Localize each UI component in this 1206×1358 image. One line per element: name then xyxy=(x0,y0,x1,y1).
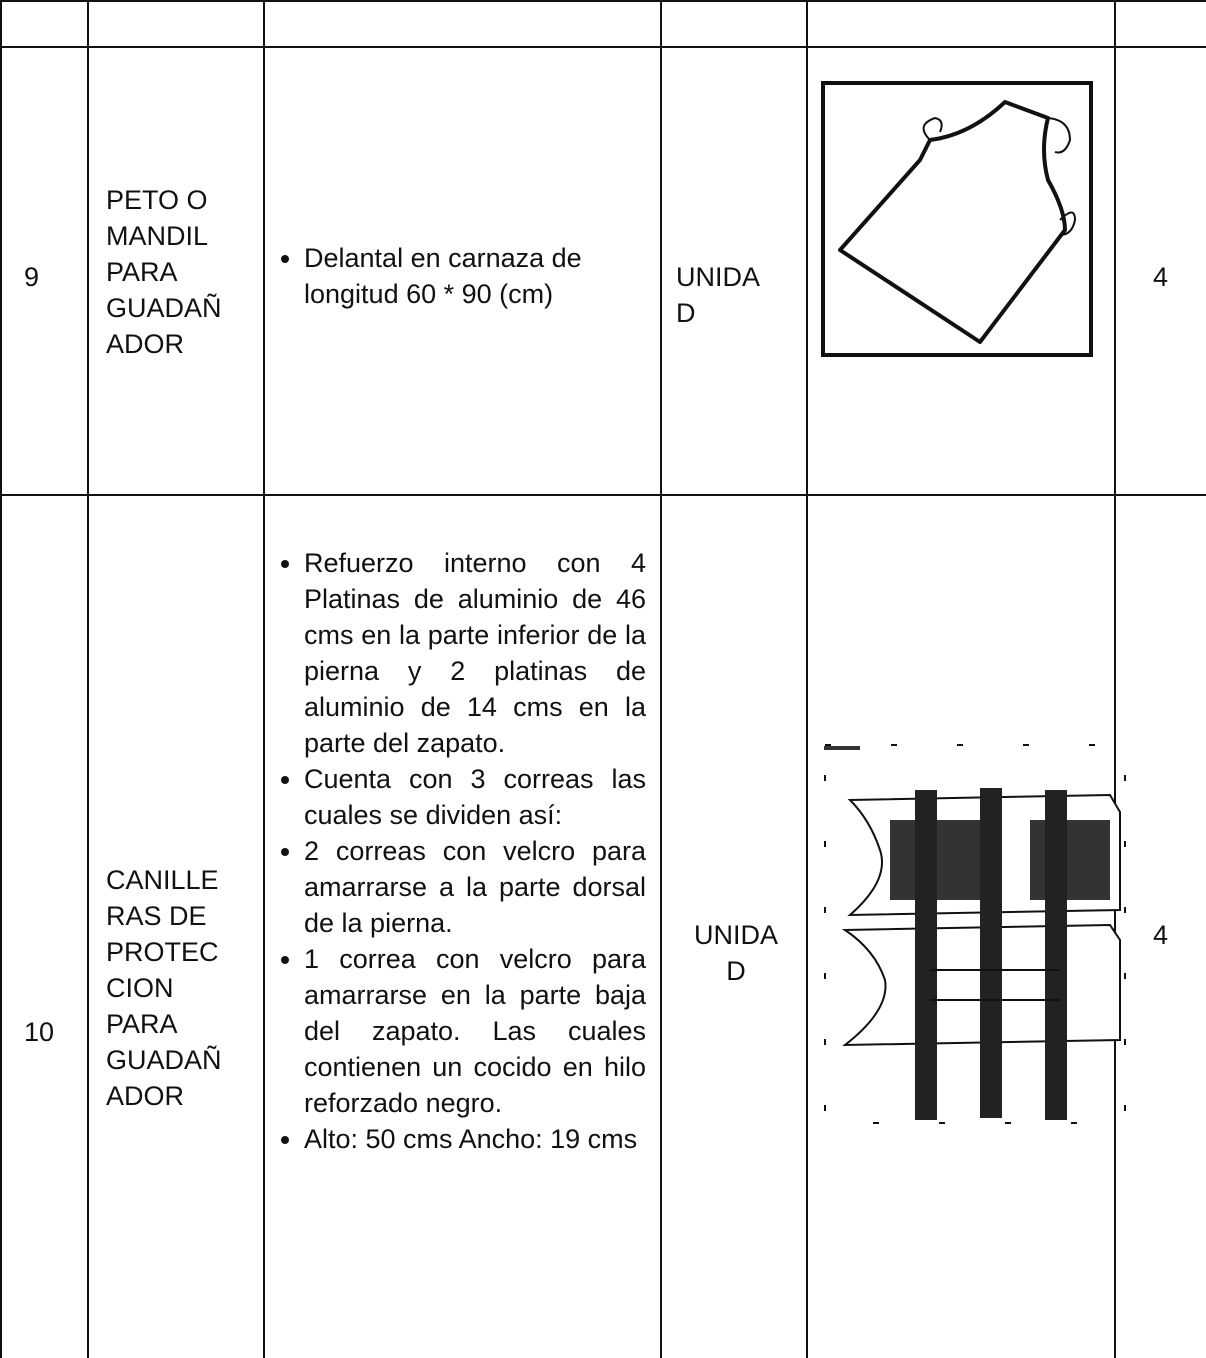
unit: UNIDA D xyxy=(684,917,788,989)
item-line: RAS DE xyxy=(106,901,207,931)
bullet: Refuerzo interno con 4 Platinas de alumi… xyxy=(304,545,646,761)
item-line: MANDIL xyxy=(106,221,209,251)
item-line: PARA xyxy=(106,257,178,287)
unit: UNIDA D xyxy=(676,259,760,331)
unit-line: D xyxy=(676,298,696,328)
item-name: CANILLE RAS DE PROTEC CION PARA GUADAÑ ADOR xyxy=(106,862,222,1114)
item-line: GUADAÑ xyxy=(106,293,222,323)
item-line: PETO O xyxy=(106,185,208,215)
v-rule xyxy=(0,0,2,1358)
apron-image xyxy=(821,81,1093,357)
item-name: PETO O MANDIL PARA GUADAÑ ADOR xyxy=(106,182,222,362)
h-rule xyxy=(0,494,1206,496)
description: Delantal en carnaza de longitud 60 * 90 … xyxy=(272,240,642,312)
v-rule xyxy=(263,0,265,1358)
unit-line: UNIDA xyxy=(693,920,778,950)
description: Refuerzo interno con 4 Platinas de alumi… xyxy=(272,545,646,1157)
shin-guard-image xyxy=(824,744,1126,1124)
item-line: ADOR xyxy=(106,329,185,359)
unit-line: UNIDA xyxy=(676,262,761,292)
item-line: PROTEC xyxy=(106,937,219,967)
bullet: 1 correa con velcro para amarrarse en la… xyxy=(304,941,646,1121)
v-rule xyxy=(806,0,808,1358)
item-line: CION xyxy=(106,973,174,1003)
h-rule xyxy=(0,0,1206,2)
item-line: PARA xyxy=(106,1009,178,1039)
row-number: 10 xyxy=(24,1017,55,1047)
item-line: CANILLE xyxy=(106,865,219,895)
item-line: GUADAÑ xyxy=(106,1045,222,1075)
bullet: Alto: 50 cms Ancho: 19 cms xyxy=(304,1121,646,1157)
quantity: 4 xyxy=(1153,920,1169,950)
v-rule xyxy=(1114,0,1116,1358)
h-rule xyxy=(0,46,1206,48)
item-line: ADOR xyxy=(106,1081,185,1111)
bullet: Cuenta con 3 correas las cuales se divid… xyxy=(304,761,646,833)
bullet-list: Delantal en carnaza de longitud 60 * 90 … xyxy=(272,240,642,312)
bullet: 2 correas con velcro para amarrarse a la… xyxy=(304,833,646,941)
quantity: 4 xyxy=(1153,262,1169,292)
v-rule xyxy=(660,0,662,1358)
bullet: Delantal en carnaza de longitud 60 * 90 … xyxy=(304,240,642,312)
row-number: 9 xyxy=(24,262,40,292)
v-rule xyxy=(87,0,89,1358)
bullet-list: Refuerzo interno con 4 Platinas de alumi… xyxy=(272,545,646,1157)
unit-line: D xyxy=(726,956,746,986)
